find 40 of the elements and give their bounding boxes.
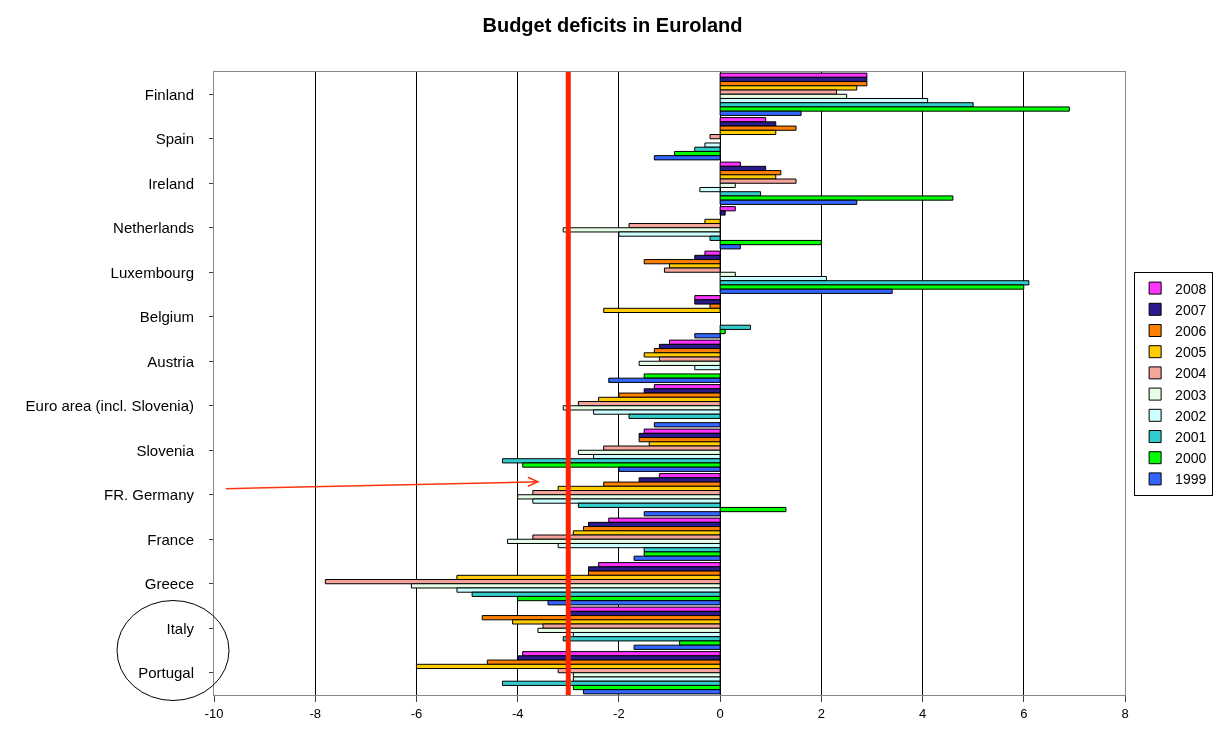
bar <box>719 125 797 131</box>
legend-label: 2005 <box>1175 344 1207 361</box>
y-tick-label: FR. Germany <box>103 486 195 503</box>
x-tick-label: -6 <box>410 705 423 721</box>
bar <box>638 360 721 366</box>
legend-label: 1999 <box>1175 471 1207 488</box>
x-tick-label: -2 <box>613 705 625 721</box>
legend-label: 2003 <box>1175 386 1207 403</box>
y-tick-label: Spain <box>155 130 194 147</box>
y-tick-label: Ireland <box>148 174 194 192</box>
y-tick-label: France <box>147 530 194 548</box>
x-tick-label: -4 <box>511 705 524 721</box>
legend-label: 2006 <box>1175 322 1207 339</box>
y-tick-label: Netherlands <box>113 219 194 236</box>
y-tick-label: Portugal <box>138 664 194 681</box>
y-tick-label: Austria <box>147 352 195 370</box>
chart-title: Budget deficits in Euroland <box>482 14 743 37</box>
x-tick-label: 4 <box>918 705 927 721</box>
x-tick-label: 6 <box>1020 705 1028 721</box>
x-tick-label: 0 <box>716 705 724 721</box>
y-tick-label: Luxembourg <box>110 263 194 281</box>
legend-label: 2002 <box>1175 407 1207 424</box>
legend-label: 2000 <box>1175 450 1207 467</box>
y-tick-label: Italy <box>166 619 195 637</box>
legend-label: 2001 <box>1175 428 1207 445</box>
y-tick-label: Greece <box>144 575 194 592</box>
x-tick-label: 2 <box>817 705 825 721</box>
legend-label: 2004 <box>1175 365 1207 382</box>
bar <box>719 72 868 78</box>
bar <box>719 178 797 184</box>
x-tick-label: -8 <box>309 705 321 721</box>
legend-label: 2007 <box>1175 301 1207 318</box>
x-tick-label: -10 <box>204 705 224 721</box>
y-tick-label: Finland <box>144 85 194 103</box>
bar <box>694 299 721 305</box>
legend-label: 2008 <box>1175 280 1207 297</box>
x-tick-label: 8 <box>1121 705 1129 721</box>
y-tick-label: Euro area (incl. Slovenia) <box>25 397 194 414</box>
y-tick-label: Slovenia <box>136 441 195 459</box>
y-tick-label: Belgium <box>139 308 194 325</box>
